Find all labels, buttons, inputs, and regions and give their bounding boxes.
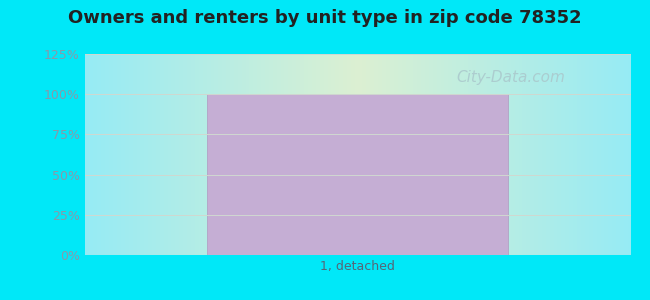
Text: Owners and renters by unit type in zip code 78352: Owners and renters by unit type in zip c… bbox=[68, 9, 582, 27]
Bar bbox=[207, 94, 508, 255]
Text: City-Data.com: City-Data.com bbox=[456, 70, 565, 85]
